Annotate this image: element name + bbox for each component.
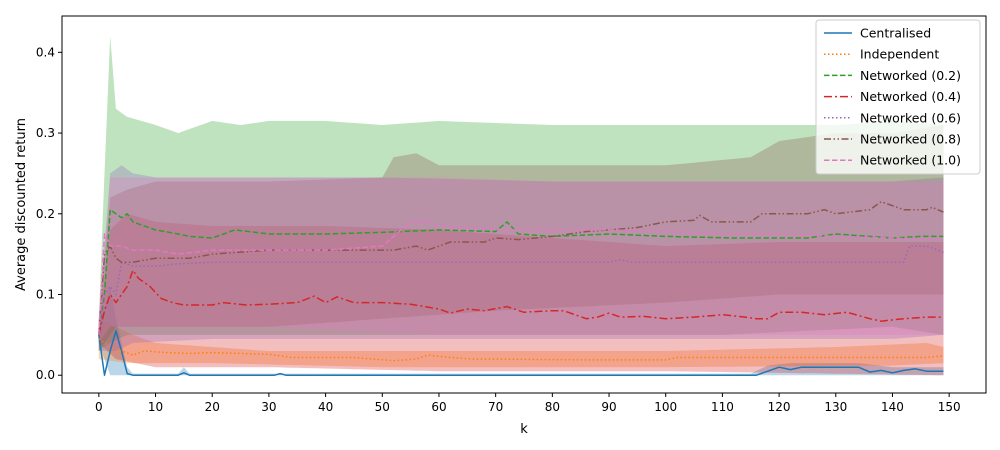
y-tick-label: 0.2 [36,207,55,221]
band-networked-0-2 [98,36,944,351]
x-tick-label: 120 [768,400,791,414]
y-tick-label: 0.3 [36,126,55,140]
line-networked-0-4 [98,269,944,336]
x-tick-label: 40 [318,400,333,414]
y-tick-label: 0.0 [36,368,55,382]
band-networked-0-8 [98,125,944,351]
x-tick-label: 80 [545,400,560,414]
y-axis-ticks: 0.0 0.1 0.2 0.3 0.4 [36,45,62,382]
band-networked-0-4 [98,213,944,376]
x-tick-label: 60 [431,400,446,414]
series-lines [98,200,944,376]
x-tick-label: 10 [148,400,163,414]
y-axis-label: Average discounted return [14,118,29,291]
legend-label: Networked (0.8) [860,132,961,147]
legend-label: Networked (0.2) [860,68,961,83]
legend-label: Centralised [860,26,931,41]
x-tick-label: 30 [261,400,276,414]
x-axis-label: k [520,422,528,437]
legend-box [815,19,981,175]
x-tick-label: 90 [601,400,616,414]
legend-label: Networked (0.6) [860,110,961,125]
legend-label: Independent [860,47,939,62]
legend: Centralised Independent Networked (0.2) Net… [815,19,981,175]
x-tick-label: 110 [711,400,734,414]
x-tick-label: 100 [654,400,677,414]
x-axis-ticks: 0 10 20 30 40 50 60 70 80 90 100 110 120 130 140 150 [95,393,961,414]
plot-frame [61,15,987,394]
line-networked-0-2 [98,208,944,336]
line-networked-0-8 [98,200,944,335]
x-tick-label: 70 [488,400,503,414]
x-tick-label: 0 [95,400,103,414]
confidence-bands [98,36,944,376]
line-independent [98,338,944,362]
x-tick-label: 150 [938,400,961,414]
line-centralised [98,330,944,376]
y-tick-label: 0.1 [36,288,55,302]
x-tick-label: 130 [824,400,847,414]
legend-label: Networked (1.0) [860,153,961,168]
x-tick-label: 50 [375,400,390,414]
band-networked-1-0 [98,177,944,343]
band-networked-0-6 [98,165,944,351]
band-independent [98,318,944,368]
band-centralised [98,286,944,376]
line-networked-0-6 [98,245,944,336]
y-tick-label: 0.4 [36,45,55,59]
line-networked-1-0 [98,221,944,335]
legend-label: Networked (0.4) [860,89,961,104]
x-tick-label: 140 [881,400,904,414]
x-tick-label: 20 [205,400,220,414]
